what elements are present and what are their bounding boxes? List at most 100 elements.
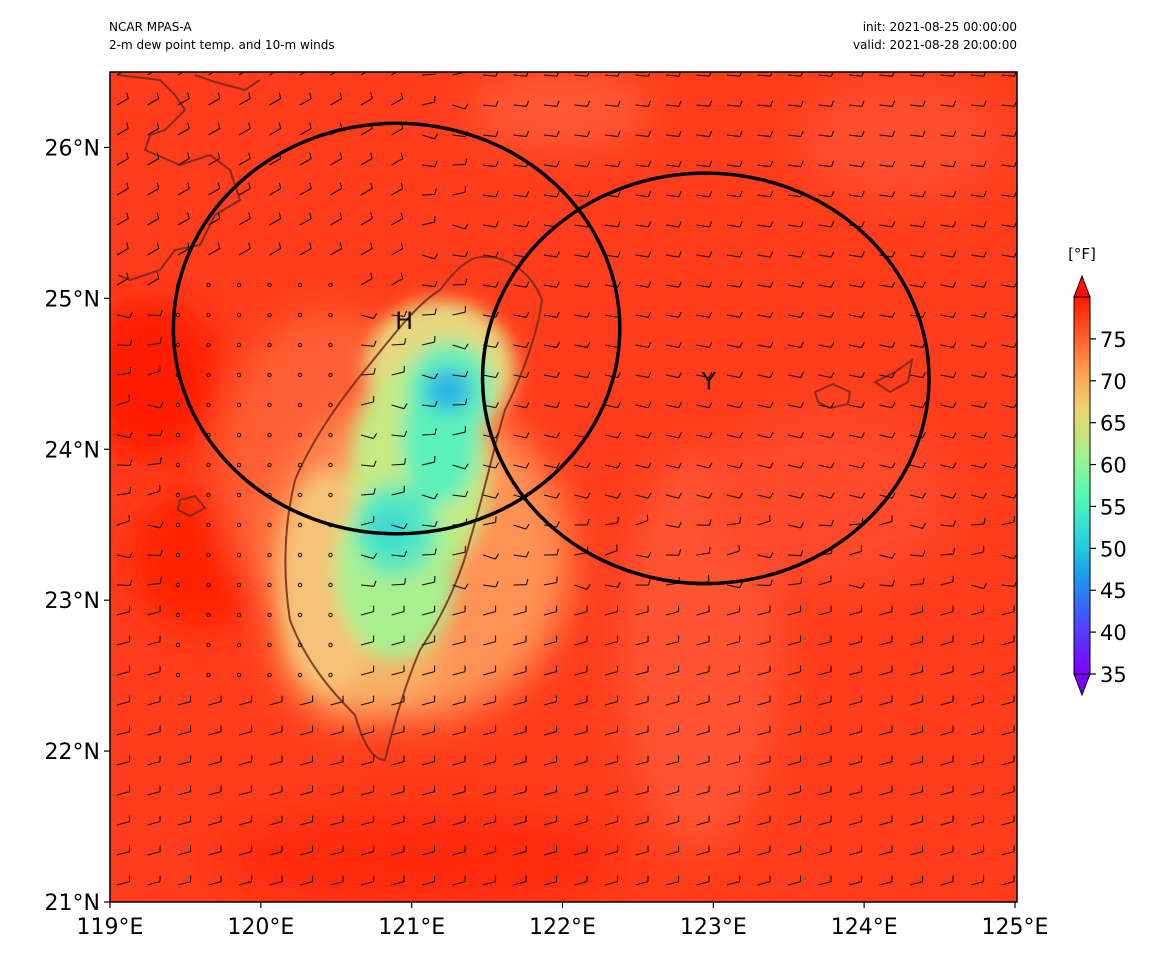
wind-barb-shaft [360, 791, 374, 796]
wind-barb-shaft [330, 72, 337, 76]
wind-barb-shaft [940, 524, 954, 527]
wind-barb-shaft [940, 224, 954, 228]
wind-barb-shaft [696, 791, 710, 796]
wind-barb-shaft [147, 278, 160, 286]
wind-barb-shaft [391, 491, 405, 496]
wind-barb-shaft [147, 98, 160, 106]
wind-barb-shaft [574, 584, 587, 590]
wind-barb-calm [206, 552, 211, 558]
wind-barb-flag [159, 402, 164, 409]
wind-barb-shaft [970, 344, 984, 348]
wind-barb-flag [1013, 580, 1017, 587]
wind-barb-shaft [482, 134, 496, 138]
wind-barb-shaft [513, 554, 527, 558]
wind-barb-shaft [147, 128, 160, 136]
wind-barb-flag [800, 72, 804, 77]
wind-barb-calm [297, 612, 303, 618]
wind-barb-shaft [421, 581, 435, 586]
wind-barb-calm [236, 372, 242, 378]
wind-barb-shaft [360, 821, 374, 826]
wind-barb-flag [159, 429, 163, 436]
wind-barb-shaft [818, 254, 832, 258]
wind-barb-shaft [665, 434, 679, 439]
wind-barb-shaft [635, 254, 649, 258]
wind-barb-shaft [635, 671, 649, 676]
wind-barb-flag [800, 130, 804, 137]
wind-barb-shaft [696, 74, 710, 77]
wind-barb-shaft [482, 104, 496, 107]
wind-barb-shaft [269, 731, 283, 736]
wind-barb-shaft [940, 821, 954, 826]
wind-barb-shaft [940, 494, 954, 499]
wind-barb-shaft [970, 791, 984, 796]
wind-barb-shaft [513, 761, 527, 766]
wind-barb-shaft [452, 851, 466, 856]
wind-barb-shaft [482, 164, 496, 168]
wind-barb-shaft [787, 554, 802, 557]
wind-barb-flag [525, 221, 530, 228]
wind-barb-shaft [757, 851, 771, 856]
wind-barb-shaft [940, 104, 954, 107]
wind-barb-shaft [482, 554, 496, 560]
wind-barb-shaft [696, 671, 710, 676]
wind-barb-shaft [848, 434, 862, 439]
wind-barb-calm [328, 612, 333, 618]
wind-barb-flag [647, 160, 652, 167]
wind-barb-shaft [452, 374, 466, 378]
wind-barb-shaft [726, 464, 740, 469]
wind-barb-shaft [757, 374, 771, 379]
wind-barb-shaft [513, 701, 527, 706]
wind-barb-flag [769, 130, 774, 137]
wind-barb-shaft [970, 314, 984, 318]
wind-barb-shaft [452, 311, 466, 316]
wind-barb-shaft [757, 284, 771, 288]
wind-barb-shaft [1001, 611, 1015, 616]
wind-barb-shaft [543, 164, 557, 168]
wind-barb-shaft [635, 554, 649, 558]
wind-barb-calm [267, 612, 272, 618]
wind-barb-shaft [696, 344, 710, 348]
wind-barb-shaft [299, 731, 313, 736]
wind-barb-shaft [238, 98, 251, 106]
wind-barb-flag [371, 63, 373, 69]
wind-barb-shaft [909, 821, 923, 826]
wind-barb-shaft [818, 314, 832, 318]
wind-barb-calm [175, 672, 181, 678]
wind-barb-shaft [940, 314, 954, 318]
wind-barb-shaft [1001, 254, 1015, 258]
wind-barb-calm [297, 582, 303, 588]
wind-barb-shaft [970, 611, 984, 616]
wind-barb-shaft [360, 401, 374, 406]
wind-barb-shaft [147, 791, 161, 796]
wind-barb-flag [952, 341, 957, 348]
wind-barb-shaft [879, 164, 893, 168]
wind-barb-flag [708, 72, 712, 77]
wind-barb-shaft [421, 761, 435, 766]
wind-barb-shaft [177, 248, 190, 256]
wind-barb-shaft [604, 611, 618, 616]
wind-barb-flag [708, 462, 713, 469]
wind-barb-flag [278, 122, 282, 129]
wind-barb-shaft [391, 671, 405, 676]
wind-barb-shaft [299, 218, 312, 226]
wind-barb-shaft [879, 611, 893, 616]
wind-barb-flag [278, 242, 282, 249]
wind-barb-shaft [940, 641, 954, 646]
wind-barb-shaft [574, 74, 588, 77]
wind-barb-flag [217, 242, 221, 249]
wind-barb-flag [678, 492, 683, 499]
wind-barb-shaft [909, 791, 923, 796]
wind-barb-shaft [1001, 881, 1015, 886]
wind-barb-shaft [696, 314, 710, 318]
wind-barb-shaft [238, 731, 252, 736]
wind-barb-flag [952, 311, 957, 318]
wind-barb-calm [236, 582, 242, 588]
wind-barb-flag [586, 251, 591, 258]
wind-barb-shaft [360, 761, 374, 766]
wind-barb-flag [556, 311, 560, 318]
wind-barb-flag [800, 492, 805, 499]
wind-barb-shaft [147, 370, 161, 376]
wind-barb-flag [861, 72, 865, 77]
wind-barb-shaft [482, 791, 496, 796]
wind-barb-flag [922, 191, 926, 198]
